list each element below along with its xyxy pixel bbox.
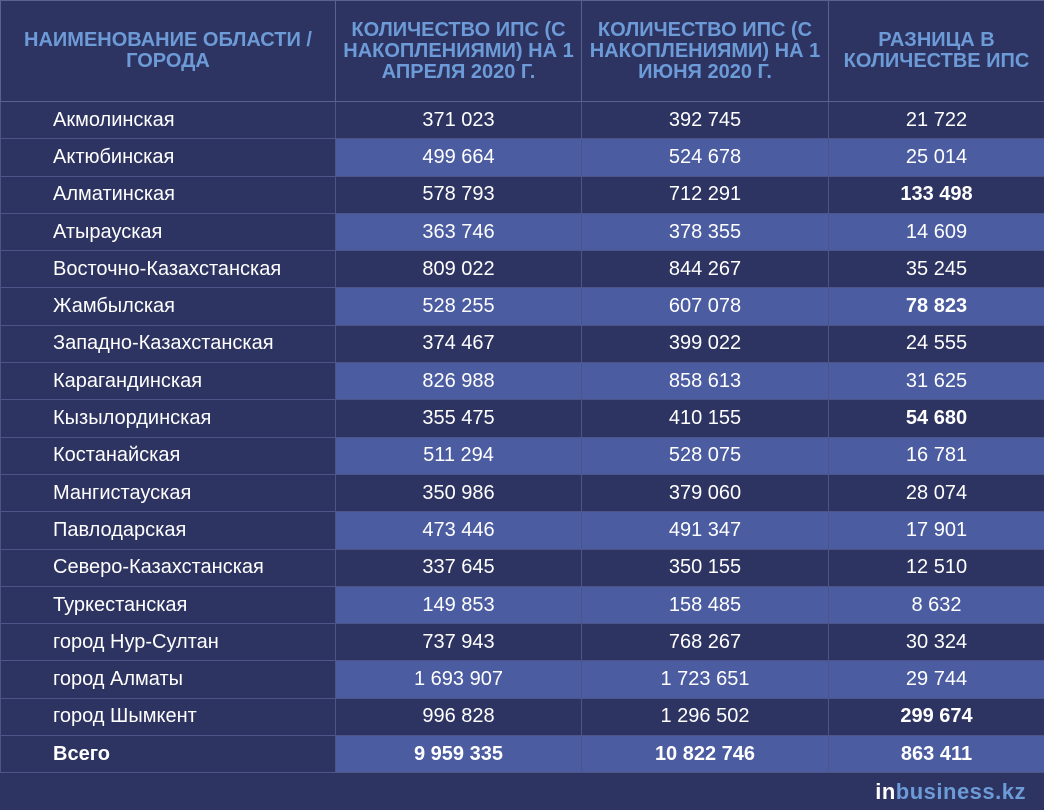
april-cell: 374 467 bbox=[335, 324, 582, 364]
difference-cell: 30 324 bbox=[828, 623, 1044, 662]
difference-cell: 78 823 bbox=[828, 287, 1044, 326]
region-cell: Северо-Казахстанская bbox=[0, 548, 336, 587]
region-cell: Актюбинская bbox=[0, 138, 336, 177]
header-april: КОЛИЧЕСТВО ИПС (С НАКОПЛЕНИЯМИ) НА 1 АПР… bbox=[335, 0, 582, 102]
difference-cell: 14 609 bbox=[828, 212, 1044, 252]
april-cell: 371 023 bbox=[335, 100, 582, 140]
april-cell: 809 022 bbox=[335, 250, 582, 289]
region-cell: Павлодарская bbox=[0, 511, 336, 550]
june-cell: 768 267 bbox=[581, 623, 829, 662]
difference-cell: 35 245 bbox=[828, 250, 1044, 289]
table-row: Северо-Казахстанская 337 645 350 155 12 510 bbox=[0, 548, 1044, 587]
april-cell: 350 986 bbox=[335, 473, 582, 513]
table-row: Атырауская 363 746 378 355 14 609 bbox=[0, 212, 1044, 252]
june-cell: 378 355 bbox=[581, 212, 829, 252]
june-cell: 410 155 bbox=[581, 399, 829, 438]
region-cell: Карагандинская bbox=[0, 362, 336, 401]
june-cell: 524 678 bbox=[581, 138, 829, 177]
april-cell: 363 746 bbox=[335, 212, 582, 252]
table-row: Актюбинская 499 664 524 678 25 014 bbox=[0, 138, 1044, 177]
table-row: город Шымкент 996 828 1 296 502 299 674 bbox=[0, 697, 1044, 737]
april-cell: 528 255 bbox=[335, 287, 582, 326]
june-cell: 379 060 bbox=[581, 473, 829, 513]
region-cell: город Нур-Султан bbox=[0, 623, 336, 662]
difference-cell: 28 074 bbox=[828, 473, 1044, 513]
difference-cell: 17 901 bbox=[828, 511, 1044, 550]
table-row: Туркестанская 149 853 158 485 8 632 bbox=[0, 585, 1044, 625]
region-cell: Акмолинская bbox=[0, 100, 336, 140]
region-cell: город Шымкент bbox=[0, 697, 336, 737]
table-row: Карагандинская 826 988 858 613 31 625 bbox=[0, 362, 1044, 401]
june-cell: 858 613 bbox=[581, 362, 829, 401]
april-cell: 578 793 bbox=[335, 175, 582, 214]
region-cell: Костанайская bbox=[0, 436, 336, 475]
region-cell: Туркестанская bbox=[0, 585, 336, 625]
june-cell: 607 078 bbox=[581, 287, 829, 326]
table-row: Павлодарская 473 446 491 347 17 901 bbox=[0, 511, 1044, 550]
june-cell: 392 745 bbox=[581, 100, 829, 140]
header-difference: РАЗНИЦА В КОЛИЧЕСТВЕ ИПС bbox=[828, 0, 1044, 102]
april-cell: 149 853 bbox=[335, 585, 582, 625]
difference-cell: 12 510 bbox=[828, 548, 1044, 587]
june-cell: 712 291 bbox=[581, 175, 829, 214]
header-june: КОЛИЧЕСТВО ИПС (С НАКОПЛЕНИЯМИ) НА 1 ИЮН… bbox=[581, 0, 829, 102]
total-jun-cell: 10 822 746 bbox=[581, 735, 829, 774]
june-cell: 158 485 bbox=[581, 585, 829, 625]
difference-cell: 21 722 bbox=[828, 100, 1044, 140]
june-cell: 1 296 502 bbox=[581, 697, 829, 737]
header-row: НАИМЕНОВАНИЕ ОБЛАСТИ / ГОРОДА КОЛИЧЕСТВО… bbox=[0, 0, 1044, 102]
june-cell: 399 022 bbox=[581, 324, 829, 364]
region-cell: Кызылординская bbox=[0, 399, 336, 438]
region-cell: город Алматы bbox=[0, 660, 336, 699]
table-row: город Алматы 1 693 907 1 723 651 29 744 bbox=[0, 660, 1044, 699]
ips-table: НАИМЕНОВАНИЕ ОБЛАСТИ / ГОРОДА КОЛИЧЕСТВО… bbox=[0, 0, 1044, 774]
april-cell: 826 988 bbox=[335, 362, 582, 401]
june-cell: 844 267 bbox=[581, 250, 829, 289]
inbusiness-logo: inbusiness.kz bbox=[875, 779, 1026, 805]
june-cell: 528 075 bbox=[581, 436, 829, 475]
table-row: Восточно-Казахстанская 809 022 844 267 35 2… bbox=[0, 250, 1044, 289]
june-cell: 350 155 bbox=[581, 548, 829, 587]
table-row: Мангистауская 350 986 379 060 28 074 bbox=[0, 473, 1044, 513]
april-cell: 355 475 bbox=[335, 399, 582, 438]
difference-cell: 31 625 bbox=[828, 362, 1044, 401]
table-row: Акмолинская 371 023 392 745 21 722 bbox=[0, 100, 1044, 140]
table-row: город Нур-Султан 737 943 768 267 30 324 bbox=[0, 623, 1044, 662]
table-row: Жамбылская 528 255 607 078 78 823 bbox=[0, 287, 1044, 326]
table-row: Западно-Казахстанская 374 467 399 022 24 55… bbox=[0, 324, 1044, 364]
difference-cell: 54 680 bbox=[828, 399, 1044, 438]
table-row: Кызылординская 355 475 410 155 54 680 bbox=[0, 399, 1044, 438]
april-cell: 473 446 bbox=[335, 511, 582, 550]
april-cell: 737 943 bbox=[335, 623, 582, 662]
region-cell: Западно-Казахстанская bbox=[0, 324, 336, 364]
april-cell: 499 664 bbox=[335, 138, 582, 177]
difference-cell: 299 674 bbox=[828, 697, 1044, 737]
april-cell: 337 645 bbox=[335, 548, 582, 587]
difference-cell: 133 498 bbox=[828, 175, 1044, 214]
region-cell: Атырауская bbox=[0, 212, 336, 252]
region-cell: Жамбылская bbox=[0, 287, 336, 326]
total-apr-cell: 9 959 335 bbox=[335, 735, 582, 774]
difference-cell: 8 632 bbox=[828, 585, 1044, 625]
difference-cell: 24 555 bbox=[828, 324, 1044, 364]
difference-cell: 25 014 bbox=[828, 138, 1044, 177]
region-cell: Алматинская bbox=[0, 175, 336, 214]
table-row: Алматинская 578 793 712 291 133 498 bbox=[0, 175, 1044, 214]
april-cell: 511 294 bbox=[335, 436, 582, 475]
june-cell: 491 347 bbox=[581, 511, 829, 550]
april-cell: 1 693 907 bbox=[335, 660, 582, 699]
june-cell: 1 723 651 bbox=[581, 660, 829, 699]
april-cell: 996 828 bbox=[335, 697, 582, 737]
region-cell: Восточно-Казахстанская bbox=[0, 250, 336, 289]
total-name-cell: Всего bbox=[0, 735, 336, 774]
difference-cell: 29 744 bbox=[828, 660, 1044, 699]
footer: inbusiness.kz bbox=[0, 773, 1044, 809]
total-diff-cell: 863 411 bbox=[828, 735, 1044, 774]
difference-cell: 16 781 bbox=[828, 436, 1044, 475]
table-row: Костанайская 511 294 528 075 16 781 bbox=[0, 436, 1044, 475]
total-row: Всего 9 959 335 10 822 746 863 411 bbox=[0, 735, 1044, 774]
header-region: НАИМЕНОВАНИЕ ОБЛАСТИ / ГОРОДА bbox=[0, 0, 336, 102]
region-cell: Мангистауская bbox=[0, 473, 336, 513]
